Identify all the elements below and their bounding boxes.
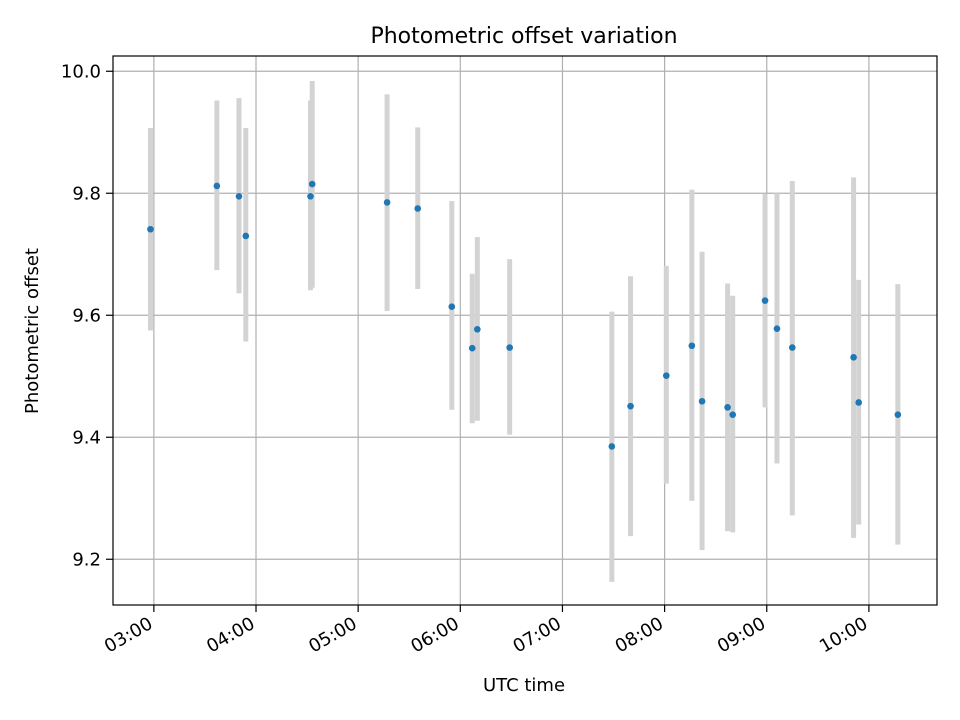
point-layer <box>147 180 902 450</box>
data-point <box>894 411 902 418</box>
data-point <box>688 342 696 350</box>
data-point <box>147 225 154 233</box>
data-point <box>773 325 781 332</box>
data-point <box>761 297 769 304</box>
plot-frame <box>112 55 938 606</box>
data-point <box>850 354 857 361</box>
data-point <box>307 193 314 200</box>
data-point <box>698 397 706 405</box>
data-point <box>448 303 456 311</box>
chart-title: Photometric offset variation <box>370 24 677 49</box>
data-point <box>608 443 616 450</box>
data-point <box>474 325 481 333</box>
x-axis-label: UTC time <box>483 675 565 696</box>
data-point <box>235 193 243 200</box>
data-point <box>414 205 422 212</box>
y-tick-label: 9.2 <box>72 549 101 570</box>
data-point <box>308 180 316 188</box>
y-tick-label: 9.8 <box>72 183 101 204</box>
data-point <box>468 344 476 352</box>
y-axis-label: Photometric offset <box>22 248 43 414</box>
data-point <box>506 344 513 351</box>
y-tick-label: 9.4 <box>72 427 101 448</box>
data-point <box>729 411 737 418</box>
data-point <box>724 404 731 411</box>
data-point <box>788 344 796 351</box>
data-point <box>242 232 250 240</box>
y-tick-label: 10.0 <box>61 61 101 82</box>
data-point <box>627 402 634 410</box>
y-tick-label: 9.6 <box>72 305 101 326</box>
data-point <box>383 199 391 206</box>
data-point <box>213 182 221 190</box>
data-point <box>855 399 862 406</box>
data-point <box>663 372 670 379</box>
